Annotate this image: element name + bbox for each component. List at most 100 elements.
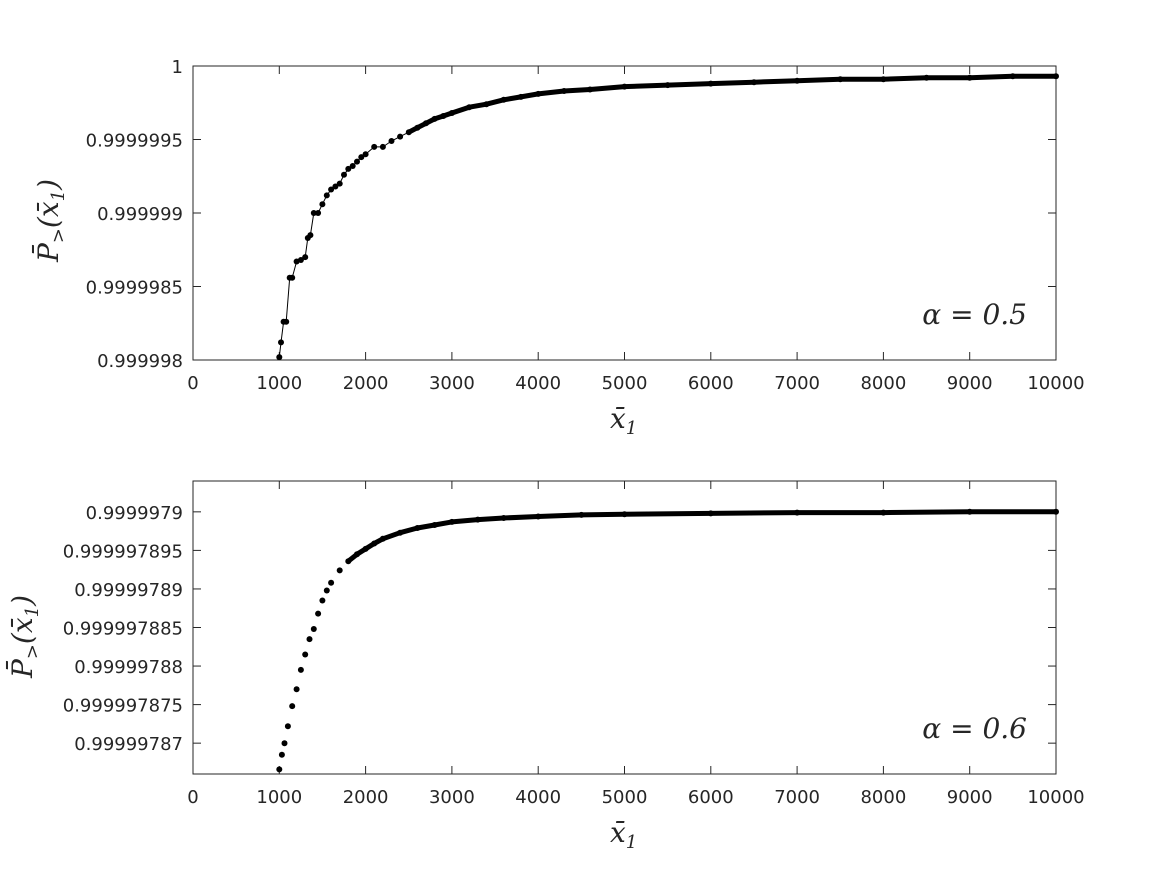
data-point	[431, 115, 438, 122]
data-point	[302, 254, 309, 261]
data-point	[578, 511, 585, 518]
y-axis-label: P̄>(x̄1)	[31, 179, 69, 263]
data-point	[500, 96, 507, 103]
x-tick-label: 9000	[947, 373, 993, 394]
data-point	[358, 154, 365, 161]
data-point	[283, 318, 290, 325]
x-tick-label: 0	[187, 787, 198, 808]
data-point	[500, 515, 507, 521]
data-point	[794, 77, 801, 84]
y-tick-label: 0.99999788	[74, 657, 183, 678]
data-point	[561, 88, 568, 94]
data-point	[1053, 73, 1059, 80]
x-axis-label-sub: 1	[626, 832, 637, 853]
data-point	[319, 201, 326, 208]
y-tick-label: 1	[172, 57, 183, 78]
data-point	[289, 274, 296, 281]
x-axis-label: x̄1	[610, 816, 637, 853]
data-point	[336, 180, 343, 187]
x-axis-label-sub: 1	[626, 418, 637, 439]
data-point	[837, 76, 844, 83]
y-axis-label-close: )	[6, 595, 39, 607]
data-point	[707, 510, 714, 517]
data-point	[535, 513, 542, 520]
annotation-label: α = 0.6	[922, 712, 1027, 745]
x-tick-label: 0	[187, 373, 198, 394]
data-point	[332, 183, 339, 190]
data-point	[345, 558, 352, 565]
y-axis-label: P̄>(x̄1)	[5, 595, 43, 679]
data-point	[310, 626, 317, 632]
data-point	[1009, 73, 1016, 80]
x-tick-label: 6000	[688, 787, 734, 808]
data-point	[405, 129, 412, 136]
y-axis-label-arg: (x̄	[32, 201, 65, 228]
dense-points-trace	[406, 73, 1059, 135]
x-tick-label: 7000	[774, 373, 820, 394]
y-axis-label-arg-sub: 1	[22, 606, 43, 617]
x-tick-label: 5000	[602, 787, 648, 808]
data-point	[328, 579, 335, 586]
x-tick-label: 8000	[860, 373, 906, 394]
data-points	[276, 73, 1059, 361]
data-point	[535, 90, 542, 97]
y-axis-label-main: P̄	[31, 242, 65, 263]
x-tick-label: 2000	[343, 373, 389, 394]
data-point	[354, 158, 360, 165]
data-point	[880, 76, 887, 83]
data-point	[1053, 508, 1059, 515]
panel-alpha-0-6: 0 1000 2000 3000 4000 5000 6000 7000 8000 9000 100…	[5, 480, 1085, 853]
data-point	[278, 339, 284, 346]
y-axis-label-main: P̄	[5, 658, 39, 679]
y-tick-label: 0.999997895	[63, 541, 183, 562]
data-point	[423, 120, 429, 127]
data-point	[880, 509, 887, 516]
x-ticks: 0 1000 2000 3000 4000 5000 6000 7000 8000 9000 100…	[187, 481, 1085, 808]
x-tick-label: 1000	[256, 787, 302, 808]
data-point	[371, 540, 378, 547]
data-point	[315, 210, 322, 216]
x-tick-label: 4000	[515, 787, 561, 808]
data-point	[276, 354, 283, 361]
data-point	[379, 535, 386, 542]
data-point	[349, 163, 356, 169]
data-point	[794, 509, 801, 516]
y-axis-label-arg-sub: 1	[48, 190, 69, 201]
data-point	[284, 723, 291, 730]
y-tick-label: 0.999997885	[63, 619, 183, 640]
data-point	[414, 124, 421, 131]
y-ticks: 0.99999787 0.999997875 0.99999788 0.9999978…	[63, 503, 1056, 755]
x-tick-label: 5000	[602, 373, 648, 394]
data-point	[341, 171, 347, 178]
data-point	[336, 567, 343, 574]
x-tick-label: 3000	[429, 373, 475, 394]
data-point	[306, 636, 313, 643]
x-tick-label: 10000	[1027, 373, 1084, 394]
data-point	[440, 113, 447, 119]
x-tick-label: 9000	[947, 787, 993, 808]
data-point	[307, 232, 314, 239]
y-ticks: 0.999998 0.9999985 0.999999 0.9999995 1	[86, 57, 1056, 372]
data-point	[319, 597, 326, 604]
y-tick-label: 0.999999	[97, 204, 183, 225]
x-axis-label-main: x̄	[610, 402, 626, 435]
data-point	[354, 551, 360, 558]
data-point	[289, 703, 296, 710]
data-point	[297, 257, 304, 263]
data-point	[276, 766, 283, 773]
data-point	[281, 740, 288, 747]
x-tick-label: 1000	[256, 373, 302, 394]
x-tick-label: 10000	[1027, 787, 1084, 808]
dense-points-trace	[345, 509, 1059, 564]
y-axis-label-close: )	[32, 179, 65, 191]
data-point	[397, 529, 404, 536]
data-point	[302, 651, 309, 658]
data-point	[397, 133, 404, 140]
data-point	[431, 522, 438, 528]
y-tick-label: 0.999997875	[63, 696, 183, 717]
data-point	[315, 610, 322, 617]
data-point	[278, 751, 285, 758]
x-tick-label: 6000	[688, 373, 734, 394]
y-tick-label: 0.9999979	[86, 503, 183, 524]
